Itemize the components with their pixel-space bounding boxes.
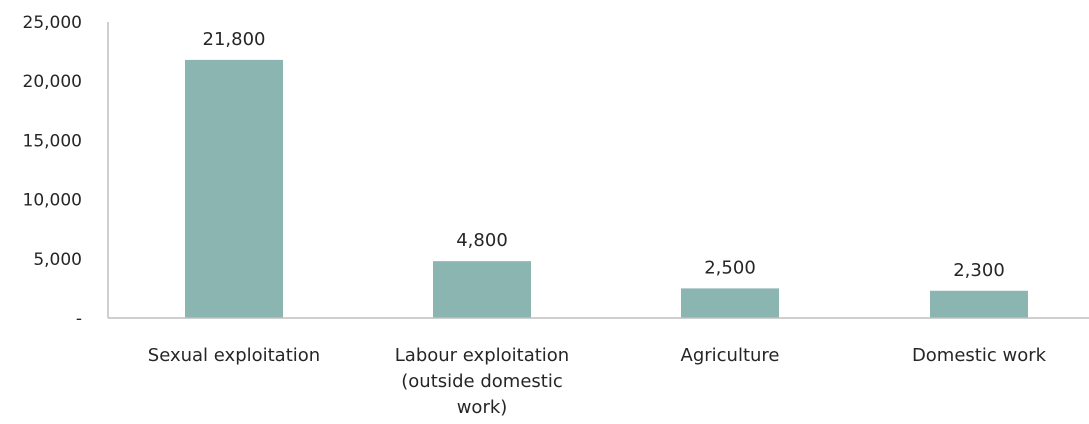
bar bbox=[433, 261, 531, 318]
data-label: 4,800 bbox=[456, 230, 508, 251]
data-labels: 21,800 4,800 2,500 2,300 bbox=[203, 29, 1005, 281]
bar bbox=[930, 290, 1028, 318]
data-label: 21,800 bbox=[203, 29, 266, 50]
bar bbox=[681, 288, 779, 318]
data-label: 2,500 bbox=[704, 257, 756, 278]
y-tick-label: 5,000 bbox=[33, 250, 82, 270]
x-category-label-line: Domestic work bbox=[912, 345, 1047, 366]
x-category-label: Domestic work bbox=[912, 345, 1047, 366]
x-category-label-line: Labour exploitation bbox=[395, 345, 569, 366]
x-category-label-line: Sexual exploitation bbox=[148, 345, 320, 366]
y-tick-label: - bbox=[76, 309, 82, 329]
x-category-label-line: Agriculture bbox=[681, 345, 780, 366]
bars bbox=[185, 59, 1028, 318]
data-label: 2,300 bbox=[953, 260, 1005, 281]
y-axis-ticks: - 5,000 10,000 15,000 20,000 25,000 bbox=[23, 13, 82, 329]
x-category-label: Sexual exploitation bbox=[148, 345, 320, 366]
y-tick-label: 15,000 bbox=[23, 131, 82, 151]
y-tick-label: 20,000 bbox=[23, 72, 82, 92]
x-category-label: Agriculture bbox=[681, 345, 780, 366]
y-tick-label: 10,000 bbox=[23, 191, 82, 211]
x-category-label: Labour exploitation (outside domestic work… bbox=[395, 345, 569, 418]
x-category-label-line: work) bbox=[457, 397, 508, 418]
bar bbox=[185, 59, 283, 318]
y-tick-label: 25,000 bbox=[23, 13, 82, 33]
x-category-label-line: (outside domestic bbox=[401, 371, 562, 392]
category-labels: Sexual exploitation Labour exploitation (o… bbox=[148, 345, 1047, 418]
